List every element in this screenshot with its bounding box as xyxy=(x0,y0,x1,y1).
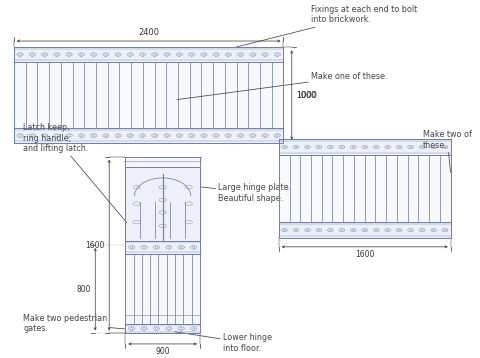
Text: 800: 800 xyxy=(76,285,91,294)
Bar xyxy=(279,222,451,238)
Text: 900: 900 xyxy=(156,348,170,357)
Bar xyxy=(125,157,200,333)
Bar xyxy=(125,157,200,333)
Text: 1000: 1000 xyxy=(297,91,316,100)
Text: 2400: 2400 xyxy=(138,29,159,38)
Text: 1600: 1600 xyxy=(85,241,105,250)
Bar xyxy=(125,166,200,241)
Text: Latch keep,
ring handle,
and lifting latch.: Latch keep, ring handle, and lifting lat… xyxy=(23,123,127,223)
Text: Fixings at each end to bolt
into brickwork.: Fixings at each end to bolt into brickwo… xyxy=(236,5,418,47)
Bar xyxy=(14,47,283,62)
Text: Make two of
these.: Make two of these. xyxy=(423,130,472,173)
Bar xyxy=(279,139,451,238)
Text: Lower hinge
into floor.: Lower hinge into floor. xyxy=(175,332,272,353)
Bar xyxy=(279,139,451,238)
Text: Make two pedestrian
gates.: Make two pedestrian gates. xyxy=(23,314,125,333)
Bar xyxy=(14,47,283,143)
Text: 1000: 1000 xyxy=(297,91,317,100)
Bar xyxy=(14,129,283,143)
Bar xyxy=(125,324,200,333)
Text: Make one of these.: Make one of these. xyxy=(177,72,388,100)
Bar xyxy=(279,139,451,155)
Bar xyxy=(14,47,283,143)
Bar xyxy=(125,241,200,254)
Text: 1600: 1600 xyxy=(355,250,374,259)
Text: Large hinge plate.
Beautiful shape.: Large hinge plate. Beautiful shape. xyxy=(201,183,291,203)
